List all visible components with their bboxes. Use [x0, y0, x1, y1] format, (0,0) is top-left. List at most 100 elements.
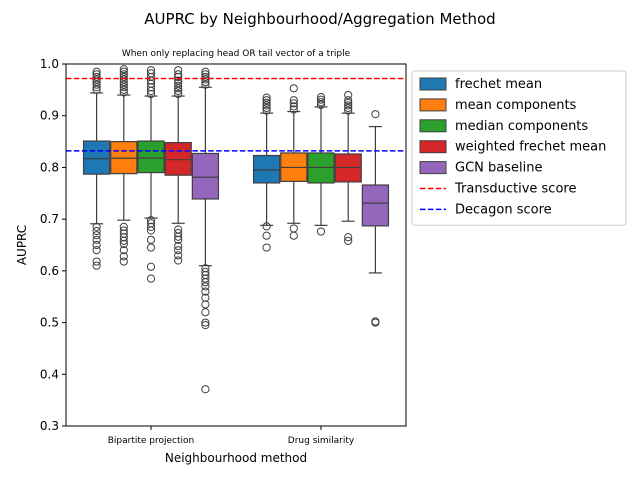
x-axis-label: Neighbourhood method: [165, 451, 307, 465]
y-tick-label: 0.5: [40, 316, 59, 330]
outlier-point: [316, 100, 326, 109]
box-iqr: [137, 140, 165, 174]
y-tick-label: 1.0: [40, 57, 59, 71]
legend-label: Decagon score: [455, 202, 552, 217]
box-0-0: [82, 67, 111, 270]
outlier-point: [201, 80, 210, 89]
outlier-point: [289, 105, 298, 114]
box-4-0: [191, 67, 220, 394]
outlier-point: [289, 231, 298, 240]
outlier-point: [92, 72, 101, 82]
legend-label: frechet mean: [455, 77, 542, 92]
outlier-point: [119, 246, 128, 255]
outlier-point: [344, 101, 353, 110]
outlier-point: [119, 72, 128, 82]
y-axis: 0.3 0.4 0.5 0.6 0.7 0.8 0.9 1.0: [40, 57, 66, 433]
outlier-point: [201, 282, 210, 291]
outlier-point: [119, 65, 128, 74]
outlier-point: [344, 103, 353, 113]
outlier-point: [201, 75, 210, 84]
outlier-point: [119, 67, 128, 76]
outlier-point: [92, 75, 101, 84]
outlier-point: [119, 85, 128, 94]
outlier-point: [201, 385, 210, 394]
y-tick-label: 0.3: [40, 419, 59, 433]
legend-frame: [411, 70, 627, 226]
box-iqr: [82, 140, 111, 175]
outlier-point: [262, 222, 271, 231]
outlier-point: [92, 226, 101, 236]
outlier-point: [92, 231, 101, 240]
outlier-point: [262, 93, 271, 102]
legend-swatch: [419, 98, 447, 112]
outlier-point: [174, 251, 183, 260]
outlier-point: [119, 239, 128, 249]
box-iqr: [164, 142, 192, 176]
legend-label: GCN baseline: [455, 161, 542, 176]
legend: frechet mean mean components median compon…: [411, 70, 627, 226]
outlier-point: [174, 84, 183, 93]
outlier-point: [146, 243, 156, 252]
outlier-point: [174, 66, 183, 75]
outlier-point: [262, 98, 271, 107]
outlier-point: [344, 236, 353, 245]
outlier-point: [92, 222, 101, 231]
outlier-point: [174, 246, 183, 255]
box-3-1: [334, 90, 362, 245]
outlier-point: [92, 240, 101, 250]
legend-swatch: [419, 119, 447, 133]
outlier-point: [174, 79, 183, 88]
outlier-point: [262, 103, 271, 113]
outlier-point: [146, 226, 156, 235]
axes-frame: [65, 63, 407, 427]
outlier-point: [92, 83, 101, 92]
outlier-point: [262, 243, 271, 252]
legend-label: mean components: [455, 98, 577, 113]
x-tick-label: Drug similarity: [288, 436, 355, 446]
outlier-point: [316, 92, 326, 102]
box-2-0: [137, 66, 165, 283]
outlier-point: [174, 76, 183, 85]
legend-swatch: [419, 140, 447, 154]
outlier-point: [119, 83, 128, 92]
plot-area: [66, 65, 406, 394]
box-iqr: [191, 152, 220, 200]
outlier-point: [262, 231, 271, 240]
y-axis-label: AUPRC: [15, 225, 29, 265]
outlier-point: [119, 88, 128, 97]
outlier-point: [201, 287, 210, 296]
box-iqr: [361, 184, 390, 227]
legend-swatch: [419, 77, 447, 91]
outlier-point: [201, 278, 210, 287]
outlier-point: [146, 235, 156, 244]
outlier-point: [92, 78, 101, 87]
outlier-point: [174, 81, 183, 90]
legend-label: Transductive score: [454, 182, 576, 197]
outlier-point: [174, 89, 183, 99]
box-1-1: [280, 84, 308, 240]
box-iqr: [252, 154, 281, 184]
outlier-point: [174, 241, 183, 251]
outlier-point: [201, 300, 210, 309]
outlier-point: [344, 233, 353, 242]
y-tick-label: 0.6: [40, 264, 59, 278]
outlier-point: [92, 261, 101, 270]
outlier-point: [344, 96, 353, 105]
outlier-point: [201, 67, 210, 76]
legend-label: weighted frechet mean: [455, 140, 606, 155]
outlier-point: [146, 66, 156, 75]
outlier-point: [92, 246, 101, 255]
outlier-point: [371, 318, 380, 327]
outlier-point: [201, 321, 210, 330]
outlier-point: [174, 86, 183, 95]
outlier-point: [174, 235, 183, 244]
outlier-point: [316, 98, 326, 107]
outlier-point: [119, 257, 128, 266]
outlier-point: [344, 98, 353, 107]
outlier-point: [201, 72, 210, 82]
legend-label: median components: [455, 119, 588, 134]
outlier-point: [146, 262, 156, 271]
y-tick-label: 0.9: [40, 109, 59, 123]
outlier-point: [119, 80, 128, 89]
outlier-point: [316, 95, 326, 104]
